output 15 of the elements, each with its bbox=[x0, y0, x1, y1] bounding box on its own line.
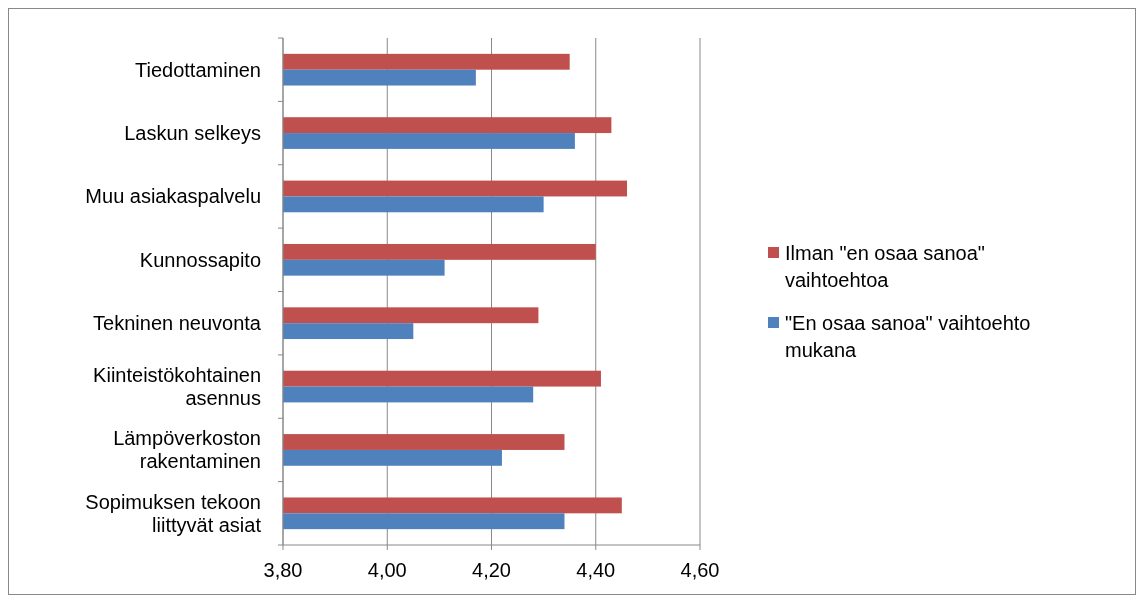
y-tick-label: Kunnossapito bbox=[139, 248, 261, 271]
x-tick-label: 4,00 bbox=[367, 559, 407, 581]
y-tick-label: Tiedottaminen bbox=[135, 58, 261, 81]
y-tick-label: Sopimuksen tekoon liittyvät asiat bbox=[85, 490, 262, 536]
y-tick-label: Kiinteistökohtainen asennus bbox=[93, 364, 261, 410]
x-tick-label: 3,80 bbox=[263, 559, 303, 581]
x-tick-label: 4,40 bbox=[576, 559, 616, 581]
x-tick-label: 4,20 bbox=[472, 559, 511, 581]
y-tick-label: Muu asiakaspalvelu bbox=[85, 185, 261, 208]
y-tick-label: Laskun selkeys bbox=[124, 122, 261, 145]
y-tick-label: Lämpöverkoston rakentaminen bbox=[113, 427, 261, 473]
legend-label: "En osaa sanoa" vaihtoehto mukana bbox=[785, 312, 1031, 361]
y-tick-label: Tekninen neuvonta bbox=[93, 312, 262, 335]
legend-label: Ilman "en osaa sanoa" vaihtoehtoa bbox=[785, 242, 985, 291]
x-tick-label: 4,60 bbox=[680, 559, 720, 581]
